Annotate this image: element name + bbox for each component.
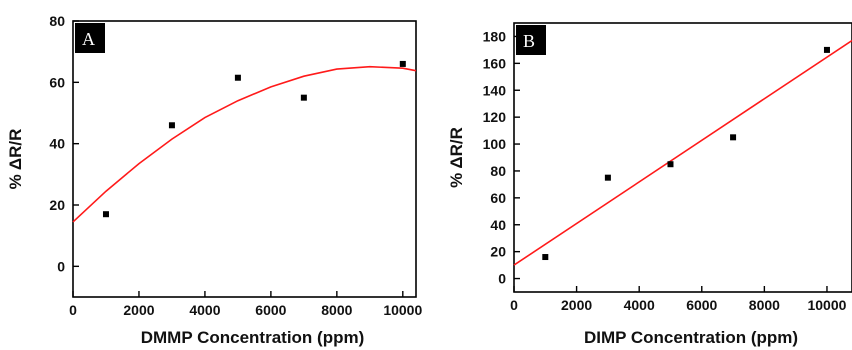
x-tick-label-a: 4000 <box>189 302 220 318</box>
data-point-a <box>399 60 406 67</box>
x-axis-title-a: DMMP Concentration (ppm) <box>141 328 365 347</box>
data-point-a <box>234 74 241 81</box>
y-axis-title-a: % ΔR/R <box>6 129 25 190</box>
y-axis-title-b: % ΔR/R <box>447 127 466 188</box>
y-tick-label-b: 160 <box>483 55 507 71</box>
x-tick-label-a: 8000 <box>321 302 352 318</box>
y-ticks-b: 0 20 40 60 80 100 120 140 160 180 <box>483 28 520 287</box>
y-tick-label-b: 80 <box>490 163 506 179</box>
x-tick-label-b: 2000 <box>561 297 592 313</box>
x-ticks-b: 0 2000 4000 6000 8000 10000 <box>510 286 847 313</box>
data-point-b <box>823 46 830 53</box>
panel-label-box-b <box>516 25 546 55</box>
panel-label-b: B <box>523 31 535 51</box>
y-tick-label-a: 40 <box>49 136 65 152</box>
fit-layer-a <box>72 65 417 223</box>
y-tick-label-b: 0 <box>498 271 506 287</box>
x-tick-label-b: 0 <box>510 297 518 313</box>
data-point-a <box>300 94 307 101</box>
y-tick-label-b: 140 <box>483 82 507 98</box>
fit-line-a <box>72 65 417 223</box>
fit-layer-b <box>513 39 852 266</box>
panel-label-a: A <box>82 29 95 49</box>
y-tick-label-b: 180 <box>483 28 507 44</box>
x-tick-label-a: 2000 <box>123 302 154 318</box>
x-tick-label-a: 0 <box>69 302 77 318</box>
y-tick-label-b: 20 <box>490 244 506 260</box>
plot-frame-a <box>72 20 417 298</box>
points-layer-b <box>542 46 830 261</box>
chart-panel-a: 0 2000 4000 6000 8000 10000 0 20 40 60 80 A DMMP … <box>6 13 422 347</box>
x-tick-label-b: 8000 <box>749 297 780 313</box>
y-tick-label-b: 60 <box>490 190 506 206</box>
chart-panel-b: 0 2000 4000 6000 8000 10000 0 20 40 60 80 100 120 14… <box>447 22 852 347</box>
x-tick-label-b: 6000 <box>686 297 717 313</box>
fit-line-b <box>513 39 852 266</box>
y-tick-label-b: 120 <box>483 109 507 125</box>
y-ticks-a: 0 20 40 60 80 <box>49 13 79 274</box>
data-point-b <box>730 134 737 141</box>
x-ticks-a: 0 2000 4000 6000 8000 10000 <box>69 291 422 318</box>
y-tick-label-b: 40 <box>490 217 506 233</box>
y-tick-label-a: 80 <box>49 13 65 29</box>
x-tick-label-a: 6000 <box>255 302 286 318</box>
y-tick-label-a: 0 <box>57 258 65 274</box>
y-tick-label-b: 100 <box>483 136 507 152</box>
panel-label-box-a <box>75 23 105 53</box>
data-point-a <box>168 122 175 129</box>
data-point-b <box>667 161 674 168</box>
x-axis-title-b: DIMP Concentration (ppm) <box>584 328 798 347</box>
data-point-b <box>604 174 611 181</box>
plot-frame-b <box>513 22 852 293</box>
x-tick-label-b: 10000 <box>807 297 846 313</box>
x-tick-label-b: 4000 <box>624 297 655 313</box>
y-tick-label-a: 20 <box>49 197 65 213</box>
data-point-b <box>542 254 549 261</box>
data-point-a <box>102 211 109 218</box>
points-layer-a <box>102 60 406 218</box>
x-tick-label-a: 10000 <box>383 302 422 318</box>
y-tick-label-a: 60 <box>49 74 65 90</box>
